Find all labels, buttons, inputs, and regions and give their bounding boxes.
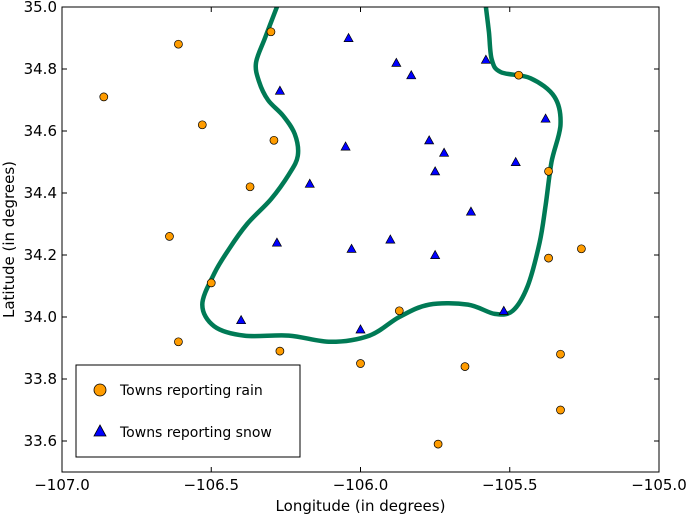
legend-snow-marker xyxy=(93,424,107,437)
snow-town-point xyxy=(498,305,509,315)
snow-town-point xyxy=(540,113,551,123)
boundary-layer xyxy=(200,7,563,345)
y-tick-label: 34.0 xyxy=(24,308,57,326)
snow-town-point xyxy=(465,206,477,216)
rain-town-point xyxy=(433,439,443,449)
rain-town-point xyxy=(269,135,279,145)
rain-town-point xyxy=(99,92,109,102)
y-tick-label: 34.8 xyxy=(24,60,57,78)
rain-town-point xyxy=(460,362,470,371)
rain-town-point xyxy=(275,346,285,356)
x-axis-label: Longitude (in degrees) xyxy=(276,497,446,515)
rain-town-point xyxy=(544,253,553,263)
x-tick-label: −107.0 xyxy=(34,476,90,494)
snow-town-point xyxy=(236,314,247,325)
legend-rain-label: Towns reporting rain xyxy=(119,383,263,399)
snow-town-point xyxy=(304,178,315,188)
snow-town-point xyxy=(385,234,396,244)
y-tick-label: 34.4 xyxy=(24,184,57,202)
snow-town-point xyxy=(391,57,402,67)
snow-town-point xyxy=(510,156,521,166)
x-tick-label: −106.5 xyxy=(183,476,239,494)
rain-town-point xyxy=(577,244,586,254)
ticks-layer: −107.0 −106.5 −106.0 −105.5 −105.0 33.6 33.8 34… xyxy=(24,0,687,494)
y-tick-label: 35.0 xyxy=(24,0,57,16)
rain-town-point xyxy=(556,349,565,359)
snow-town-point xyxy=(355,324,366,334)
rain-town-point xyxy=(206,278,216,288)
rain-town-point xyxy=(174,337,183,347)
snow-town-point xyxy=(271,237,283,247)
x-tick-label: −105.0 xyxy=(631,476,687,494)
rain-town-point xyxy=(266,27,276,37)
x-tick-label: −105.5 xyxy=(482,476,538,494)
snow-boundary-line xyxy=(200,7,563,345)
snow-town-point xyxy=(438,147,450,157)
legend-snow-label: Towns reporting snow xyxy=(119,425,272,441)
x-tick-label: −106.0 xyxy=(333,476,389,494)
rain-town-point xyxy=(514,70,524,80)
snow-town-point xyxy=(430,249,441,259)
snow-town-point xyxy=(343,32,354,42)
rain-town-point xyxy=(544,166,553,176)
rain-town-point xyxy=(165,232,174,241)
points-layer xyxy=(99,27,586,449)
y-tick-label: 34.2 xyxy=(24,246,57,264)
y-axis-label: Latitude (in degrees) xyxy=(0,161,18,318)
rain-town-point xyxy=(356,359,365,368)
snow-town-point xyxy=(406,69,417,80)
legend: Towns reporting rain Towns reporting sno… xyxy=(75,364,301,458)
snow-town-point xyxy=(480,54,491,64)
snow-town-point xyxy=(424,135,435,145)
legend-box xyxy=(75,364,301,458)
rain-town-point xyxy=(245,182,255,192)
y-tick-label: 33.6 xyxy=(24,432,57,450)
rain-town-point xyxy=(556,405,565,415)
snow-town-point xyxy=(340,141,351,151)
snow-town-point xyxy=(346,243,357,253)
rain-town-point xyxy=(174,39,183,49)
rain-town-point xyxy=(394,306,404,316)
legend-rain-marker xyxy=(93,383,107,397)
snow-town-point xyxy=(430,166,441,176)
y-tick-label: 34.6 xyxy=(24,122,57,140)
y-tick-label: 33.8 xyxy=(24,370,57,388)
rain-town-point xyxy=(197,120,207,130)
snow-town-point xyxy=(274,85,285,95)
